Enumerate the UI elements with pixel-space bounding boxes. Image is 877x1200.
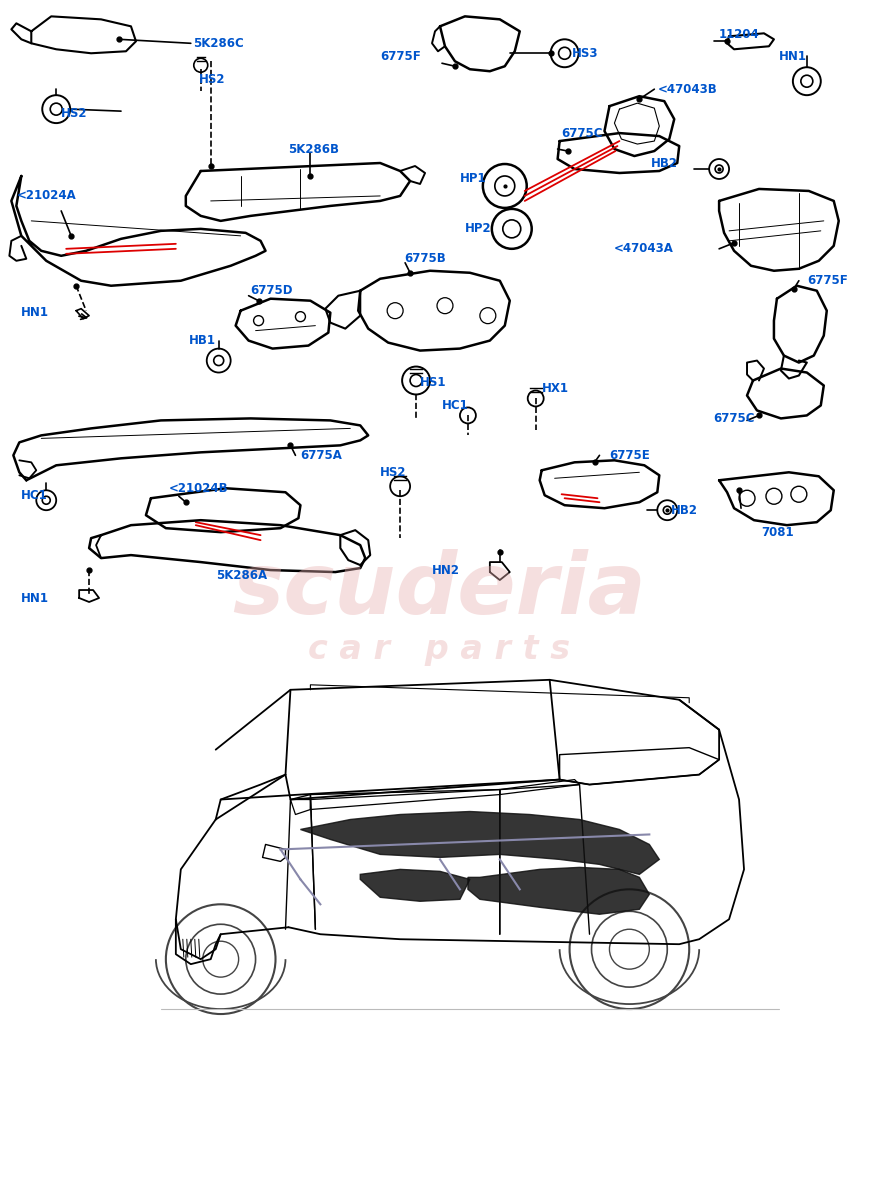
Text: 6775A: 6775A [300,449,342,462]
Text: HS2: HS2 [198,73,225,85]
Text: 6775C: 6775C [712,412,753,425]
Polygon shape [467,868,649,914]
Text: 5K286B: 5K286B [289,143,339,156]
Text: HN1: HN1 [21,306,49,319]
Text: 6775E: 6775E [609,449,650,462]
Text: HP1: HP1 [460,173,486,186]
Text: HB2: HB2 [651,156,678,169]
Text: 7081: 7081 [760,526,793,539]
Text: c a r   p a r t s: c a r p a r t s [308,634,569,666]
Text: 5K286A: 5K286A [216,569,267,582]
Polygon shape [360,869,469,901]
Text: HN2: HN2 [431,564,460,576]
Text: HN1: HN1 [778,49,806,62]
Text: HB1: HB1 [189,334,216,347]
Text: <47043B: <47043B [657,83,717,96]
Text: HC1: HC1 [441,398,468,412]
Text: HX1: HX1 [541,382,568,395]
Text: HN1: HN1 [21,592,49,605]
Text: <21024B: <21024B [168,481,228,494]
Text: 6775B: 6775B [403,252,446,265]
Text: HS2: HS2 [380,466,406,479]
Text: HP2: HP2 [465,222,491,235]
Text: 6775C: 6775C [561,126,602,139]
Text: 6775D: 6775D [250,284,293,298]
Text: HS3: HS3 [571,47,597,60]
Text: scuderia: scuderia [232,548,645,631]
Text: <21024A: <21024A [17,190,76,203]
Text: 5K286C: 5K286C [193,37,243,49]
Polygon shape [300,811,659,875]
Text: 6775F: 6775F [806,275,846,287]
Text: 11204: 11204 [718,28,759,41]
Text: HS1: HS1 [419,376,446,389]
Text: 6775F: 6775F [380,49,420,62]
Text: HS2: HS2 [61,107,88,120]
Text: HC1: HC1 [21,488,48,502]
Text: HB2: HB2 [671,504,697,517]
Text: <47043A: <47043A [613,242,673,256]
